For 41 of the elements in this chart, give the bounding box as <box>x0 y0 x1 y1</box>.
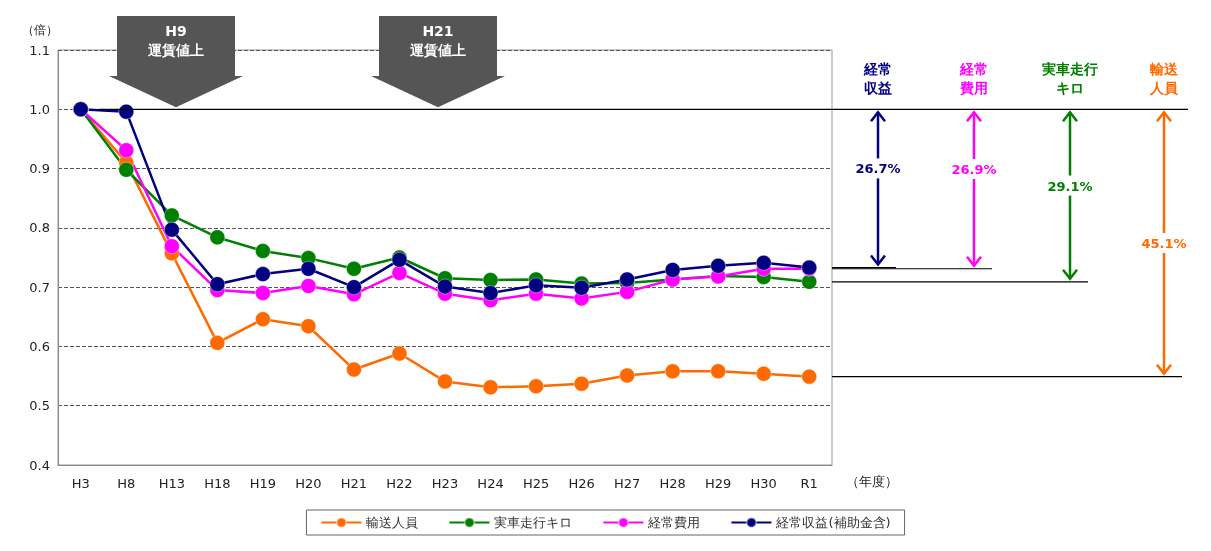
x-tick-label: H20 <box>295 476 322 491</box>
text: 経常収益 <box>863 61 892 96</box>
x-tick-label: H30 <box>750 476 777 491</box>
text: 経常費用 <box>959 61 988 96</box>
text: 輸送人員 <box>1149 61 1179 96</box>
legend-label: 実車走行キロ <box>494 515 573 530</box>
x-tick-label: H25 <box>522 476 550 491</box>
text: 29.1% <box>1047 178 1093 194</box>
x-tick-label: H21 <box>340 476 368 491</box>
y-tick-label: 0.8 <box>29 220 50 236</box>
y-tick-label: 1.0 <box>29 101 50 117</box>
y-axis-title: （倍） <box>22 23 58 37</box>
x-tick-label: H24 <box>477 476 504 491</box>
legend-label: 輸送人員 <box>366 515 419 530</box>
annotation: H9 運賃値上 <box>147 23 204 58</box>
text: 45.1% <box>1141 235 1187 251</box>
x-tick-label: H29 <box>705 476 732 491</box>
x-tick-label: R1 <box>800 476 818 491</box>
y-tick-label: 0.4 <box>29 457 50 473</box>
y-tick-label: 0.7 <box>29 279 50 295</box>
y-tick-label: 0.6 <box>29 338 50 354</box>
text: 26.9% <box>951 162 997 178</box>
x-tick-label: H8 <box>117 476 136 491</box>
annotation: H21 運賃値上 <box>409 23 466 58</box>
x-tick-label: H27 <box>613 476 641 491</box>
text: 26.7% <box>855 161 901 177</box>
x-tick-label: H3 <box>71 476 90 491</box>
x-tick-label: H28 <box>659 476 686 491</box>
x-tick-label: H22 <box>386 476 413 491</box>
x-tick-label: H23 <box>431 476 459 491</box>
text: 実車走行キロ <box>1042 61 1098 96</box>
y-tick-label: 0.5 <box>29 398 50 414</box>
x-tick-label: H26 <box>568 476 595 491</box>
x-tick-label: H18 <box>204 476 231 491</box>
x-axis-title: （年度） <box>846 474 898 489</box>
x-tick-label: H19 <box>249 476 277 491</box>
x-tick-label: H13 <box>158 476 185 491</box>
y-tick-label: 1.1 <box>29 42 50 58</box>
legend-label: 経常費用 <box>647 515 701 530</box>
y-tick-label: 0.9 <box>29 161 50 177</box>
legend-label: 経常収益(補助金含) <box>775 515 891 530</box>
